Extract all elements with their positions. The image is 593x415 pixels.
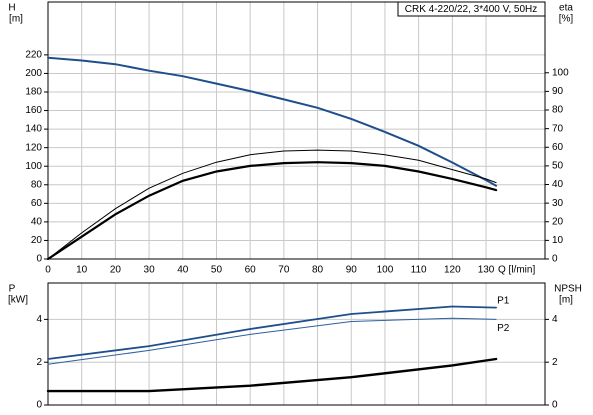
annotation-box	[397, 1, 546, 17]
y2-tick-label: 0	[552, 254, 558, 265]
curve	[47, 305, 497, 360]
curve	[46, 161, 498, 261]
y2-axis-label: NPSH	[554, 284, 582, 295]
y2-tick-label: 2	[552, 357, 558, 368]
x-tick-label: 90	[346, 265, 358, 276]
y-tick-label: 20	[31, 235, 43, 246]
x-tick-label: 20	[110, 265, 122, 276]
y2-tick-label: 80	[552, 105, 564, 116]
y-tick-label: 0	[36, 400, 42, 411]
y2-tick-label: 20	[552, 216, 564, 227]
series-label: P1	[497, 295, 510, 306]
x-tick-label: 50	[211, 265, 223, 276]
x-tick-label: 80	[312, 265, 324, 276]
y-tick-label: 140	[25, 124, 42, 135]
y2-tick-label: 0	[552, 400, 558, 411]
x-tick-label: 70	[278, 265, 290, 276]
x-tick-label: 0	[45, 265, 51, 276]
y-tick-label: 80	[31, 179, 43, 190]
y-tick-label: 200	[25, 68, 42, 79]
y-tick-label: 60	[31, 198, 43, 209]
y-axis-unit: [m]	[9, 14, 23, 25]
curve	[47, 56, 498, 187]
y2-tick-label: 90	[552, 86, 564, 97]
y-axis-label: P	[9, 284, 16, 295]
y2-tick-label: 50	[552, 161, 564, 172]
y-tick-label: 4	[36, 314, 42, 325]
curve	[47, 149, 497, 260]
y2-tick-label: 60	[552, 142, 564, 153]
y-tick-label: 0	[36, 254, 42, 265]
plot-frame	[47, 1, 546, 260]
y-tick-label: 100	[25, 161, 42, 172]
series-label: P2	[497, 323, 510, 334]
y-axis-unit: [kW]	[8, 295, 28, 306]
curve	[47, 317, 497, 365]
x-tick-label: 110	[411, 265, 427, 276]
x-axis-label: Q [l/min]	[498, 265, 535, 276]
y-tick-label: 40	[31, 217, 43, 228]
y2-tick-label: 30	[552, 198, 564, 209]
y2-tick-label: 70	[552, 123, 564, 134]
y2-tick-label: 40	[552, 179, 564, 190]
y2-axis-unit: [m]	[559, 295, 573, 306]
y2-tick-label: 4	[552, 314, 558, 325]
y-tick-label: 160	[25, 105, 42, 116]
x-tick-label: 60	[245, 265, 257, 276]
x-tick-label: 100	[377, 265, 394, 276]
x-tick-label: 130	[478, 265, 495, 276]
y-tick-label: 2	[36, 357, 42, 368]
x-tick-label: 30	[144, 265, 156, 276]
y2-axis-label: eta	[559, 3, 573, 14]
plot-frame	[47, 282, 546, 406]
x-tick-label: 120	[444, 265, 461, 276]
y2-axis-unit: [%]	[559, 14, 574, 25]
curve	[46, 357, 498, 393]
y-tick-label: 220	[25, 50, 42, 61]
x-tick-label: 40	[177, 265, 189, 276]
y2-tick-label: 100	[552, 67, 569, 78]
y-axis-label: H	[8, 3, 15, 14]
y2-tick-label: 10	[552, 235, 564, 246]
annotation: CRK 4-220/22, 3*400 V, 50Hz	[405, 4, 538, 15]
x-tick-label: 10	[76, 265, 88, 276]
y-tick-label: 180	[25, 87, 42, 98]
y-tick-label: 120	[25, 142, 42, 153]
